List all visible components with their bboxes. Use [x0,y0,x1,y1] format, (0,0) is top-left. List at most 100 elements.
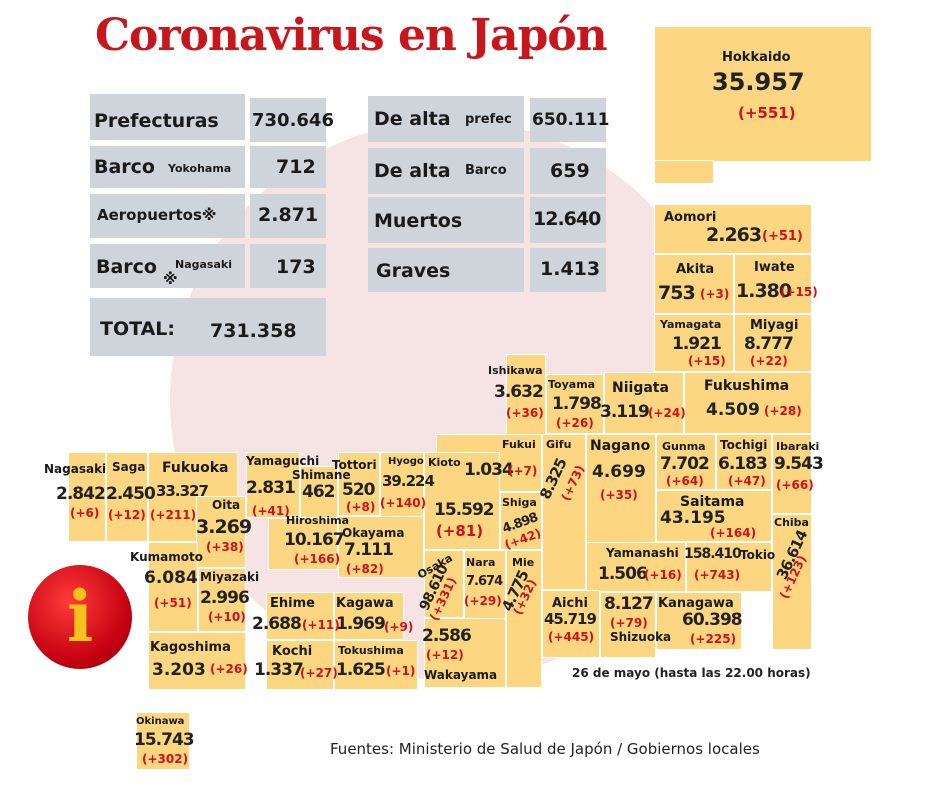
barco-yokohama-value: 712 [276,156,316,178]
summary-box-alta-barco-value [530,148,606,194]
region-saga [106,452,148,542]
kioto-value: 15.592 [434,500,495,520]
summary-box-muertos-label [368,197,524,243]
okinawa-change: (+302) [142,752,189,766]
saga-value: 2.450 [106,484,156,504]
ishikawa-value: 3.632 [494,382,544,402]
summary-box-aeropuertos-value [250,194,326,238]
region-niigata [604,372,684,434]
kanagawa-value: 60.398 [682,610,743,630]
fukushima-value: 4.509 [706,400,760,420]
summary-box-barco-yokohama-label [90,146,245,188]
fukushima-change: (+28) [764,404,802,418]
barco-nagasaki-value: 173 [276,256,316,278]
miyazaki-value: 2.996 [200,588,250,608]
kagawa-change: (+9) [384,620,414,634]
hiroshima-change: (+166) [294,552,341,566]
yamaguchi-change: (+41) [252,504,290,518]
tokio-value: 158.410 [684,546,742,562]
barco-nagasaki-sub: Nagasaki [175,258,232,271]
gunma-name: Gunma [662,440,706,453]
nara-change: (+29) [464,594,502,608]
region-akita [654,254,734,314]
summary-box-alta-prefec-label [368,96,524,142]
region-ibaraki-top [772,434,812,514]
kagawa-value: 1.969 [336,614,386,634]
shimane-name: Shimane [292,468,351,482]
nagasaki-name: Nagasaki [44,462,107,476]
akita-change: (+3) [700,287,730,301]
kochi-change: (+27) [300,666,338,680]
region-shiga [500,492,542,550]
hiroshima-name: Hiroshima [286,514,349,527]
fukushima-name: Fukushima [704,378,790,394]
okayama-name: Okayama [342,526,405,540]
yamagata-change: (+15) [688,354,726,368]
kumamoto-value: 6.084 [144,568,198,588]
summary-box-muertos-value [530,197,606,243]
region-tottori [338,452,380,516]
shizuoka-name: Shizuoka [610,630,672,644]
yamaguchi-value: 2.831 [246,478,296,498]
yamaguchi-name: Yamaguchi [246,454,320,468]
summary-box-prefecturas-label [90,94,245,140]
nara-name: Nara [466,556,496,569]
info-icon: i [28,565,132,669]
ehime-name: Ehime [270,596,315,611]
alta-barco-sub: Barco [465,163,507,178]
region-osaka [424,550,464,618]
summary-box-total [90,298,326,356]
ibaraki-value: 9.543 [774,454,824,474]
region-kumamoto [148,542,198,632]
muertos-label: Muertos [374,210,463,232]
alta-barco-label: De alta [374,160,451,182]
region-aichi [542,590,600,658]
tottori-value: 520 [342,480,375,500]
fukui-change: (+7) [508,464,538,478]
nagasaki-value: 2.842 [56,484,106,504]
fukuoka-value: 33.327 [156,482,209,500]
gunma-value: 7.702 [660,454,710,474]
nagano-name: Nagano [590,438,651,454]
toyama-name: Toyama [548,378,596,391]
kioto-name: Kioto [428,456,461,469]
region-yamagata [654,314,734,372]
yamanashi-change: (+16) [644,568,682,582]
region-okinawa [136,712,190,770]
shimane-value: 462 [302,482,335,502]
aeropuertos-value: 2.871 [258,204,319,226]
tokio-name: Tokio [740,548,776,562]
graves-value: 1.413 [540,258,601,280]
summary-box-barco-nagasaki-value [250,244,326,288]
summary-box-prefecturas-value [250,98,326,142]
okinawa-value: 15.743 [134,730,195,750]
region-tokushima [334,640,418,690]
saitama-name: Saitama [680,494,745,510]
region-okayama [338,516,424,578]
barco-nagasaki-label: Barco [96,256,157,278]
hiroshima-value: 10.167 [284,530,345,550]
tokushima-value: 1.625 [336,660,386,680]
fukuoka-name: Fukuoka [162,460,229,476]
shizuoka-value: 8.127 [604,594,654,614]
shiga-name: Shiga [502,496,537,509]
fukui-name: Fukui [502,438,536,451]
yamagata-value: 1.921 [672,334,722,354]
total-value: 731.358 [210,320,297,342]
toyama-value: 1.798 [552,394,602,414]
region-kagoshima [148,632,246,690]
region-mie [506,550,542,688]
wakayama-value: 2.586 [422,626,472,646]
region-kioto [424,452,500,550]
total-label: TOTAL: [100,318,176,340]
akita-name: Akita [676,262,715,277]
summary-box-barco-yokohama-value [250,146,326,188]
tochigi-name: Tochigi [720,438,768,452]
summary-box-aeropuertos-label [90,194,245,238]
region-miyazaki [198,568,246,632]
alta-prefec-label: De alta [374,108,451,130]
fukui-value: 1.034 [464,460,514,480]
gunma-change: (+64) [666,474,704,488]
region-hiroshima [268,518,338,570]
gifu-name: Gifu [546,438,572,451]
